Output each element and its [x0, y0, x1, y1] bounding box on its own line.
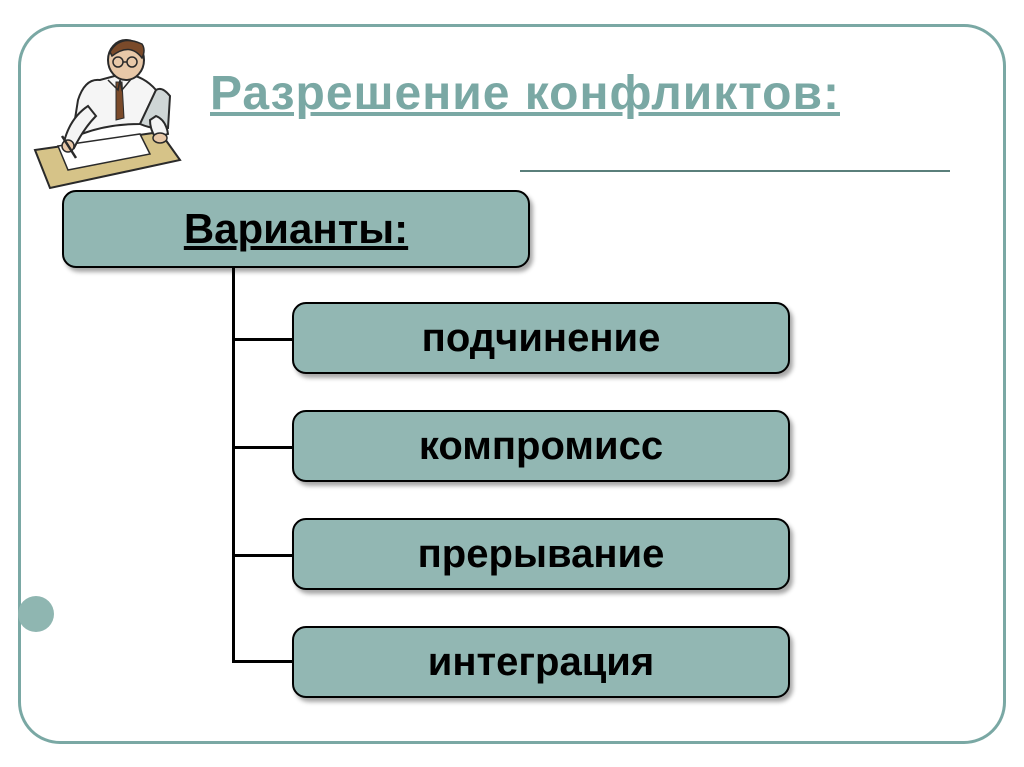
- tree-item-box: интеграция: [292, 626, 790, 698]
- tree-trunk-line: [232, 268, 235, 662]
- tree-branch-line: [232, 660, 292, 663]
- title-underline-extension: [520, 170, 950, 172]
- tree-item-box: подчинение: [292, 302, 790, 374]
- tree-item-label: прерывание: [418, 532, 665, 577]
- tree-header-label: Варианты:: [184, 205, 408, 253]
- tree-item-box: компромисс: [292, 410, 790, 482]
- slide-title: Разрешение конфликтов:: [210, 66, 840, 121]
- tree-item-label: интеграция: [428, 640, 654, 685]
- tree-item-box: прерывание: [292, 518, 790, 590]
- hand-right: [153, 133, 167, 143]
- tree-item-label: компромисс: [419, 424, 663, 469]
- tree-branch-line: [232, 338, 292, 341]
- tie: [116, 82, 124, 120]
- clipart-person-writing: [30, 20, 210, 190]
- tree-header-box: Варианты:: [62, 190, 530, 268]
- frame-dot: [18, 596, 54, 632]
- tree-branch-line: [232, 554, 292, 557]
- tree-item-label: подчинение: [422, 316, 661, 361]
- tree-branch-line: [232, 446, 292, 449]
